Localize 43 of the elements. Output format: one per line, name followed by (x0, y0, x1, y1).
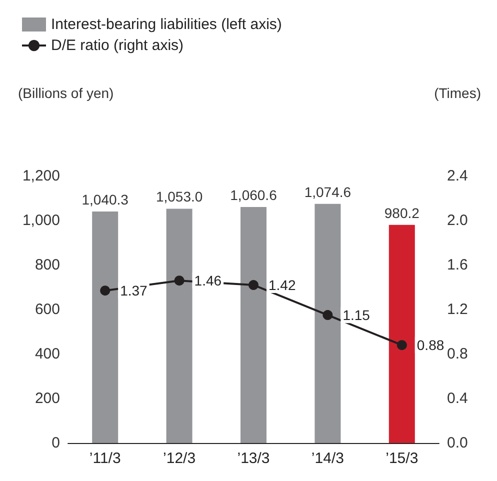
y2-axis-title: (Times) (434, 85, 482, 101)
data-label: 1,060.6 (230, 187, 278, 204)
x-tick-label: ’12/3 (163, 450, 196, 467)
y-tick-label: 1,000 (22, 212, 60, 229)
y2-tick-label: 0.8 (447, 346, 468, 362)
bar (388, 224, 415, 443)
y-tick-label: 1,200 (22, 168, 60, 184)
y-tick-label: 200 (34, 390, 60, 407)
data-label: 1.15 (342, 307, 370, 324)
data-label: 1,053.0 (156, 188, 203, 205)
y2-tick-label: 2.4 (447, 168, 468, 184)
legend-label: Interest-bearing liabilities (left axis) (51, 16, 282, 33)
legend-label: D/E ratio (right axis) (51, 37, 184, 54)
bar (92, 212, 118, 443)
x-tick-label: ’14/3 (311, 450, 344, 467)
point (248, 280, 258, 290)
bar (314, 204, 341, 443)
y-tick-label: 400 (34, 346, 60, 362)
data-label: 1,040.3 (82, 192, 129, 208)
point (396, 340, 407, 350)
y-tick-label: 0 (52, 434, 60, 452)
x-tick-label: ’11/3 (89, 450, 121, 467)
y-tick-label: 800 (34, 256, 60, 274)
data-label: 1.37 (120, 282, 148, 299)
point (174, 276, 184, 286)
bar (166, 208, 192, 443)
point (100, 286, 110, 296)
data-label: 1.46 (194, 272, 222, 289)
y2-tick-label: 2.0 (447, 212, 468, 229)
y2-tick-label: 1.2 (447, 301, 468, 318)
y2-tick-label: 0.0 (447, 434, 468, 452)
y-tick-label: 600 (34, 301, 60, 318)
data-label: 980.2 (384, 204, 420, 221)
y2-tick-label: 0.4 (447, 390, 468, 407)
x-tick-label: ’13/3 (237, 450, 270, 467)
data-label: 0.88 (416, 337, 444, 354)
data-label: 1.42 (268, 277, 296, 294)
x-tick-label: ’15/3 (386, 450, 418, 467)
point (322, 310, 333, 320)
y-axis-title: (Billions of yen) (18, 85, 114, 101)
bar (240, 207, 266, 443)
data-label: 1,074.6 (304, 184, 352, 200)
y2-tick-label: 1.6 (447, 256, 468, 274)
